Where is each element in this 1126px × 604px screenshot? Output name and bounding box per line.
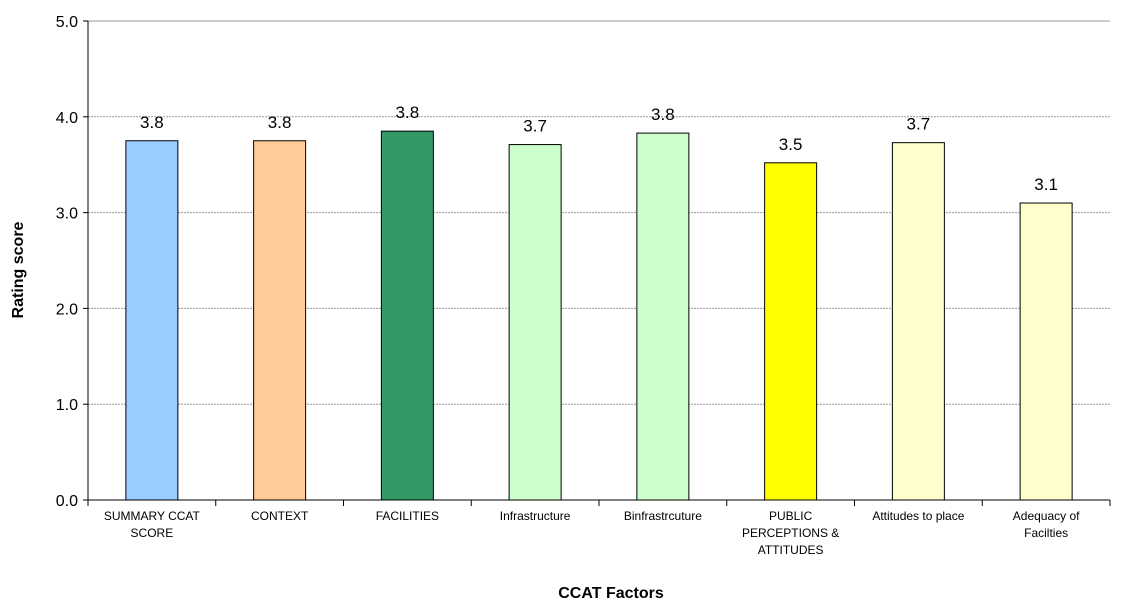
bar [254,141,306,500]
bar [381,131,433,500]
bar [892,143,944,500]
bar-value-label: 3.7 [523,117,547,136]
bars [126,131,1072,500]
x-tick-label: PUBLIC PERCEPTIONS & ATTITUDES [742,509,839,557]
y-tick-label: 4.0 [56,110,78,127]
x-tick-label: Adequacy of Facilties [1013,509,1080,540]
y-axis-title: Rating score [10,221,27,318]
bar-value-label: 3.8 [396,103,420,122]
bar-value-label: 3.8 [651,105,675,124]
y-tick-label: 0.0 [56,493,78,510]
y-tick-label: 3.0 [56,206,78,223]
y-tick-label: 1.0 [56,397,78,414]
x-tick-label: SUMMARY CCAT SCORE [104,509,201,540]
x-tick-label: Attitudes to place [872,509,964,523]
bar-value-label: 3.8 [140,113,164,132]
x-tick-label: FACILITIES [376,509,439,523]
bar-value-label: 3.5 [779,135,803,154]
bar [509,145,561,500]
bar-value-label: 3.1 [1034,175,1058,194]
bar [1020,203,1072,500]
x-tick-label: CONTEXT [251,509,309,523]
bar [637,133,689,500]
gridlines [88,21,1110,404]
bar [765,163,817,500]
bar [126,141,178,500]
axes [83,21,1110,506]
bar-value-label: 3.8 [268,113,292,132]
x-axis-title: CCAT Factors [558,585,664,602]
y-tick-label: 2.0 [56,301,78,318]
y-tick-label: 5.0 [56,14,78,31]
bar-value-label: 3.7 [907,115,931,134]
x-tick-label: Infrastructure [500,509,571,523]
x-tick-label: Binfrastrcuture [624,509,702,523]
